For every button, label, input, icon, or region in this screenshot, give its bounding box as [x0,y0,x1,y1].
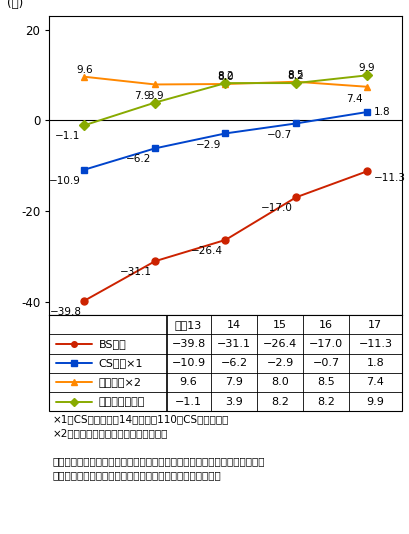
Text: −6.2: −6.2 [125,154,151,164]
Text: −17.0: −17.0 [308,339,342,349]
Text: −2.9: −2.9 [266,358,293,368]
Text: 8.2: 8.2 [217,71,233,81]
Text: −39.8: −39.8 [171,339,205,349]
Text: −11.3: −11.3 [357,339,391,349]
Text: 平成13: 平成13 [174,320,202,330]
Text: −10.9: −10.9 [48,176,80,186]
Text: −1.1: −1.1 [175,397,202,407]
Text: 8.5: 8.5 [316,378,334,388]
Text: −26.4: −26.4 [190,246,222,256]
Text: 7.4: 7.4 [366,378,383,388]
Text: (％): (％) [7,0,23,10]
Text: −0.7: −0.7 [312,358,339,368]
Text: 15: 15 [272,320,286,330]
Text: 8.2: 8.2 [271,397,288,407]
Text: −2.9: −2.9 [196,139,221,150]
Text: (年度): (年度) [378,345,401,358]
Text: 1.8: 1.8 [366,358,383,368]
Text: 8.2: 8.2 [316,397,334,407]
Text: −6.2: −6.2 [220,358,247,368]
Text: −10.9: −10.9 [171,358,205,368]
Text: ケーブルテレビ: ケーブルテレビ [98,397,145,407]
Text: 地上放送×2: 地上放送×2 [98,378,141,388]
Text: −17.0: −17.0 [261,203,292,214]
Text: −39.8: −39.8 [49,307,81,317]
Text: 9.6: 9.6 [76,65,92,75]
Text: CS放送×1: CS放送×1 [98,358,143,368]
Text: 9.9: 9.9 [357,64,374,74]
Text: −11.3: −11.3 [373,174,405,183]
Text: −31.1: −31.1 [217,339,251,349]
Text: 7.9: 7.9 [225,378,243,388]
Text: 9.6: 9.6 [179,378,197,388]
Text: 17: 17 [367,320,382,330]
Text: 8.0: 8.0 [271,378,288,388]
Text: 7.4: 7.4 [345,94,362,104]
Text: 3.9: 3.9 [225,397,243,407]
Text: 8.5: 8.5 [287,70,303,80]
Text: 16: 16 [318,320,332,330]
Text: 14: 14 [227,320,241,330]
Text: ×1　CS放送は平成14年度から110度CS放送を含む
×2　コミュニティ放送を除く地上放送

社団法人日本民間放送連盟「日本民間放送年鑑」及び総務省「一般放送: ×1 CS放送は平成14年度から110度CS放送を含む ×2 コミュニティ放送を… [53,414,265,480]
Text: −1.1: −1.1 [55,131,80,142]
Text: −0.7: −0.7 [266,130,291,139]
Text: 7.9: 7.9 [134,91,151,100]
Text: 8.2: 8.2 [287,71,303,81]
Text: 9.9: 9.9 [366,397,383,407]
Text: −31.1: −31.1 [120,268,152,277]
Text: BS放送: BS放送 [98,339,126,349]
Text: 8.0: 8.0 [217,72,233,82]
Text: 1.8: 1.8 [373,107,389,117]
Text: −26.4: −26.4 [263,339,297,349]
Text: 3.9: 3.9 [146,91,163,100]
